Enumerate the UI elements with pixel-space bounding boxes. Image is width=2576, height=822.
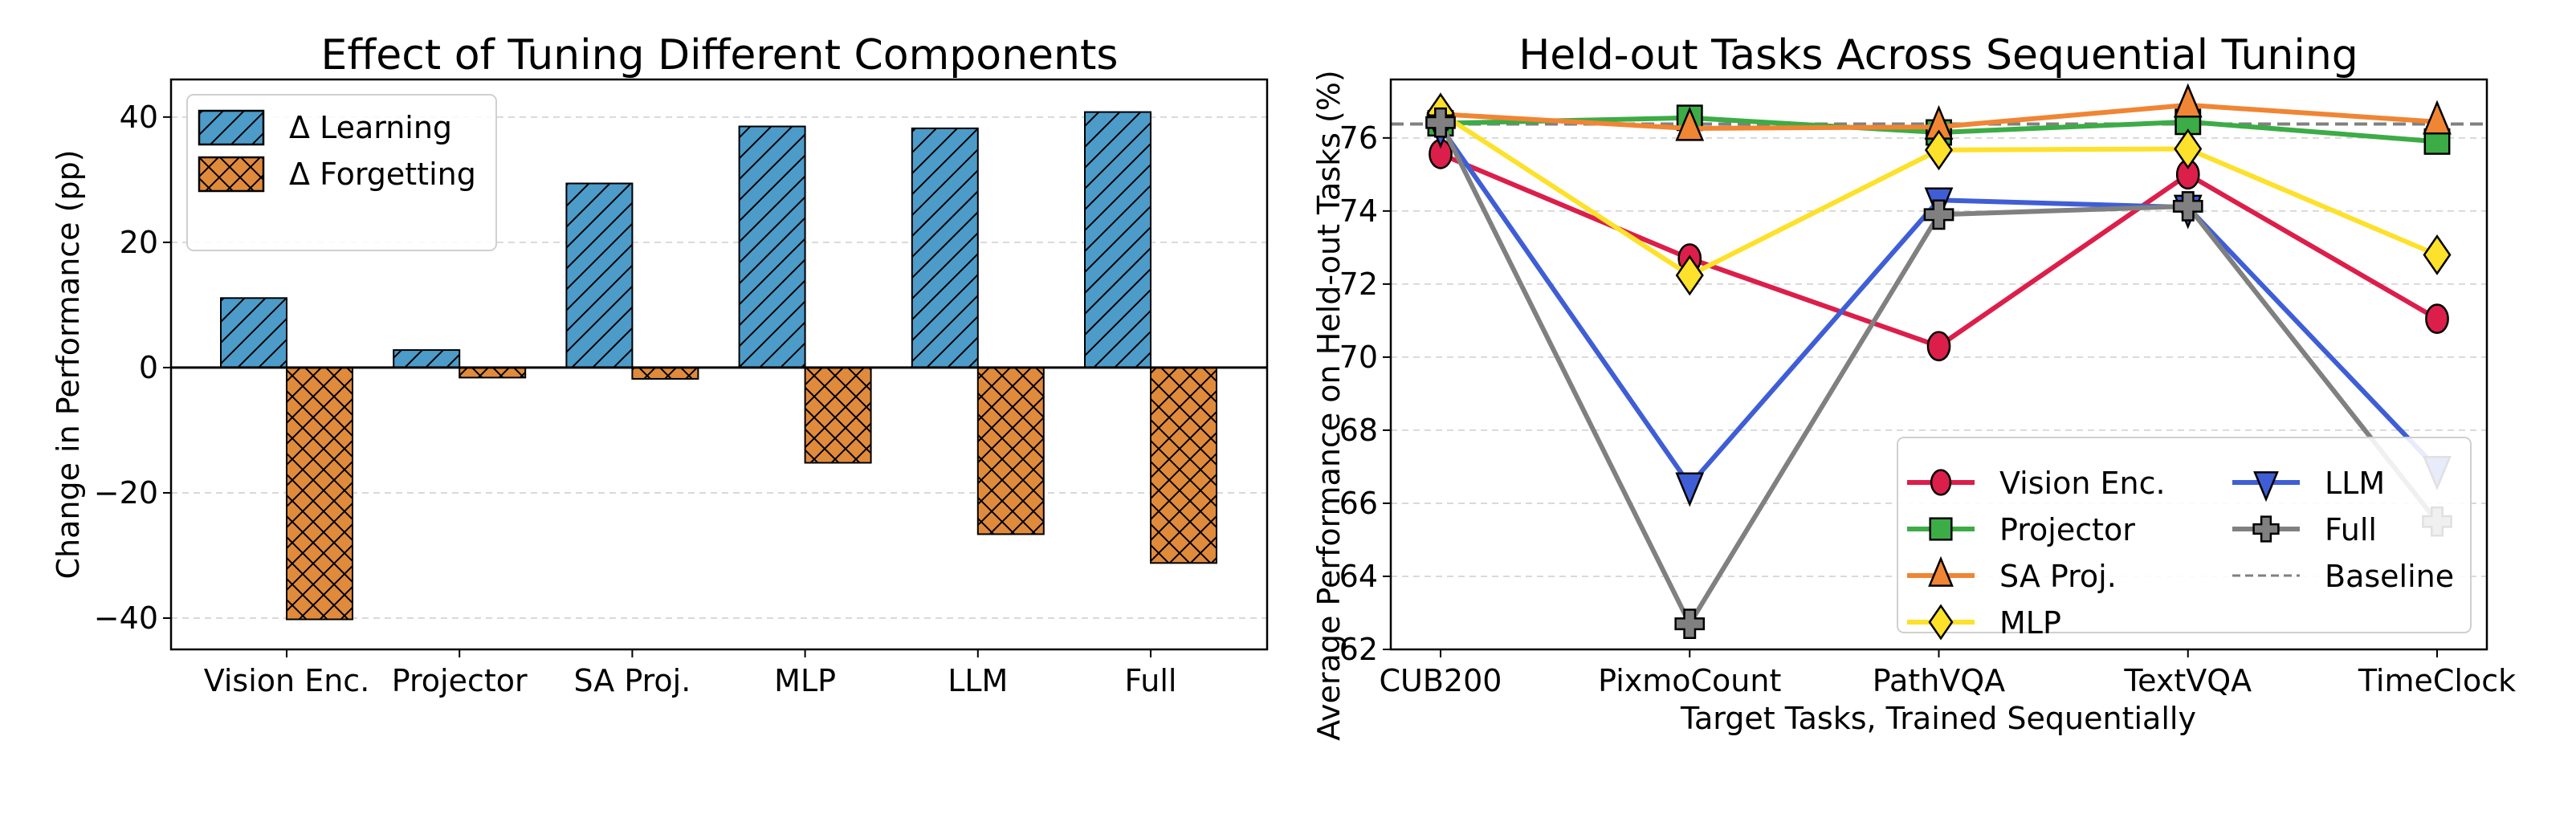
legend-label: MLP — [1999, 605, 2061, 641]
y-tick-label: 40 — [120, 100, 158, 135]
point-full-pixmocount — [1674, 608, 1706, 639]
y-tick-label: −20 — [94, 475, 158, 511]
legend-swatch-forgetting — [198, 156, 265, 193]
legend-marker-mlp — [1928, 604, 1954, 641]
bar-forgetting-mlp — [804, 366, 872, 464]
point-mlp-pathvqa — [1924, 129, 1954, 171]
legend-label: LLM — [2325, 466, 2385, 501]
bar-forgetting-projector — [459, 366, 527, 379]
legend-item-vision-enc: Vision Enc. — [1907, 466, 2166, 501]
legend-marker-vision-enc — [1930, 469, 1952, 496]
line-chart: Held-out Tasks Across Sequential Tuning … — [1311, 31, 2516, 741]
chart-title: Effect of Tuning Different Components — [321, 31, 1119, 79]
y-tick-label: 74 — [1339, 193, 1378, 229]
bar-forgetting-sa-proj — [631, 366, 699, 380]
legend-swatch-learning — [198, 109, 265, 146]
y-axis-ticks: −40 −20 0 20 40 — [94, 100, 171, 636]
bar-learning-mlp — [738, 125, 806, 368]
legend-item-baseline: Baseline — [2232, 559, 2454, 594]
bar-learning-full — [1084, 111, 1151, 368]
bar-chart: Effect of Tuning Different Components −4… — [51, 31, 1269, 698]
legend-item-projector: Projector — [1907, 512, 2135, 547]
bar-forgetting-vision-enc — [286, 366, 353, 621]
legend-label: Projector — [1999, 512, 2135, 547]
legend-label: Full — [2325, 512, 2377, 547]
y-tick-label: 68 — [1339, 413, 1378, 448]
x-tick-label: TextVQA — [2123, 663, 2252, 698]
point-mlp-timeclock — [2423, 234, 2452, 275]
y-tick-label: 76 — [1339, 120, 1378, 156]
legend-marker-projector — [1929, 517, 1953, 541]
x-axis-label: Target Tasks, Trained Sequentially — [1680, 701, 2196, 736]
series-mlp — [1426, 92, 2452, 296]
x-axis-ticks: CUB200 PixmoCount PathVQA TextVQA TimeClock — [1380, 649, 2516, 698]
legend-item-sa-proj: SA Proj. — [1907, 555, 2117, 594]
legend: Vision Enc. Projector SA Proj. MLP LLM Full Ba… — [1897, 437, 2472, 641]
x-axis-ticks: Vision Enc. Projector SA Proj. MLP LLM Full — [204, 649, 1177, 698]
axes-frame — [169, 78, 1269, 651]
point-full-cub200 — [1425, 107, 1456, 138]
bar-forgetting-full — [1150, 366, 1217, 564]
legend-label: SA Proj. — [1999, 559, 2117, 594]
y-tick-label: 72 — [1339, 267, 1378, 302]
legend: Δ Learning Δ Forgetting — [186, 94, 497, 251]
legend-item-mlp: MLP — [1907, 604, 2061, 641]
x-tick-label: Full — [1125, 663, 1177, 698]
legend-marker-llm — [2253, 471, 2279, 503]
y-axis-label: Average Performance on Held-out Tasks (%… — [1311, 70, 1347, 740]
point-sa-proj-timeclock — [2423, 100, 2452, 135]
y-tick-label: 66 — [1339, 486, 1378, 521]
series-lines — [1425, 83, 2452, 639]
legend-label: Baseline — [2325, 559, 2454, 594]
point-full-pathvqa — [1923, 199, 1954, 230]
point-vision-enc-timeclock — [2425, 303, 2449, 334]
y-tick-label: 20 — [120, 225, 158, 260]
point-full-textvqa — [2172, 191, 2203, 222]
x-tick-label: CUB200 — [1380, 663, 1502, 698]
point-llm-pixmocount — [1675, 472, 1705, 507]
y-tick-label: 70 — [1339, 340, 1378, 375]
point-vision-enc-pathvqa — [1926, 331, 1951, 362]
legend-label: Vision Enc. — [1999, 466, 2166, 501]
y-tick-label: −40 — [94, 600, 158, 636]
bar-learning-vision-enc — [220, 297, 287, 368]
x-tick-label: PathVQA — [1873, 663, 2005, 698]
y-axis-label: Change in Performance (pp) — [51, 149, 86, 579]
y-tick-label: 62 — [1339, 632, 1378, 667]
point-sa-proj-pixmocount — [1675, 106, 1705, 141]
legend-box — [1897, 437, 2472, 633]
legend-marker-full — [2252, 515, 2280, 543]
legend-label-forgetting: Δ Forgetting — [289, 157, 476, 192]
series-line-llm — [1438, 125, 2439, 488]
y-tick-label: 0 — [139, 350, 158, 385]
y-tick-label: 64 — [1339, 559, 1378, 594]
point-mlp-textvqa — [2174, 128, 2203, 169]
x-tick-label: PixmoCount — [1598, 663, 1781, 698]
legend-item-full: Full — [2232, 512, 2377, 547]
bar-learning-llm — [911, 127, 979, 368]
x-tick-label: SA Proj. — [573, 663, 691, 698]
chart-title: Held-out Tasks Across Sequential Tuning — [1518, 31, 2358, 79]
x-tick-label: TimeClock — [2358, 663, 2516, 698]
point-mlp-pixmocount — [1675, 254, 1704, 296]
bar-forgetting-llm — [976, 366, 1045, 535]
legend-marker-sa-proj — [1928, 555, 1954, 587]
x-tick-label: MLP — [774, 663, 836, 698]
bar-learning-sa-proj — [565, 182, 634, 368]
legend-item-llm: LLM — [2232, 466, 2385, 503]
legend-label-learning: Δ Learning — [289, 110, 452, 145]
x-tick-label: Vision Enc. — [204, 663, 370, 698]
series-line-vision-enc — [1439, 152, 2439, 349]
x-tick-label: LLM — [948, 663, 1008, 698]
point-sa-proj-textvqa — [2173, 83, 2203, 118]
x-tick-label: Projector — [392, 663, 528, 698]
bar-learning-projector — [393, 349, 461, 368]
y-axis-ticks: 62 64 66 68 70 72 74 76 — [1339, 120, 1391, 667]
